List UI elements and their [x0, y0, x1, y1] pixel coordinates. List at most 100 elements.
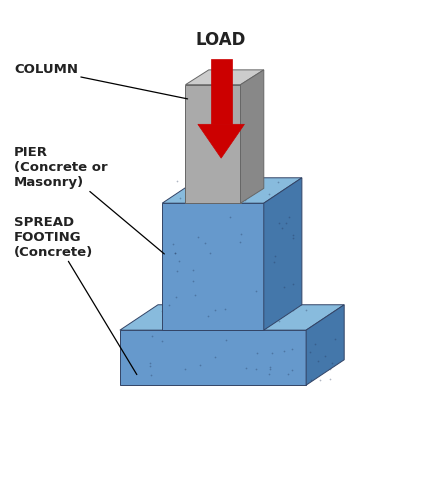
Point — [212, 353, 219, 361]
Point — [283, 219, 290, 227]
Point — [317, 377, 324, 384]
Point — [311, 340, 318, 348]
Point — [321, 352, 328, 360]
Point — [242, 195, 248, 203]
Point — [186, 190, 193, 197]
Point — [253, 287, 259, 295]
Point — [252, 365, 259, 373]
Point — [227, 213, 233, 221]
Point — [234, 184, 241, 192]
Polygon shape — [162, 203, 264, 330]
Point — [147, 362, 153, 370]
Polygon shape — [306, 305, 344, 385]
Point — [237, 230, 244, 238]
Point — [290, 231, 296, 239]
Point — [149, 332, 155, 340]
Point — [266, 190, 273, 197]
Point — [269, 349, 276, 356]
Point — [172, 249, 178, 257]
Point — [266, 370, 273, 378]
Polygon shape — [120, 330, 306, 385]
Polygon shape — [210, 59, 232, 124]
Point — [329, 359, 336, 367]
Point — [307, 348, 314, 355]
Point — [173, 293, 180, 300]
Polygon shape — [198, 124, 245, 158]
Point — [206, 249, 213, 257]
Point — [181, 365, 188, 373]
Point — [267, 363, 273, 371]
Point — [327, 375, 334, 383]
Point — [166, 301, 173, 309]
Point — [206, 191, 213, 199]
Polygon shape — [185, 70, 264, 84]
Point — [188, 314, 195, 322]
Point — [276, 219, 282, 227]
Point — [279, 307, 286, 315]
Point — [172, 249, 178, 257]
Point — [276, 317, 282, 325]
Point — [272, 252, 279, 260]
Point — [248, 318, 255, 326]
Point — [170, 240, 177, 247]
Point — [213, 312, 219, 320]
Point — [181, 305, 188, 313]
Point — [174, 177, 181, 185]
Point — [205, 178, 212, 186]
Point — [314, 357, 321, 365]
Point — [192, 291, 199, 299]
Point — [213, 306, 220, 314]
Point — [205, 312, 212, 320]
Point — [270, 315, 276, 323]
Point — [190, 267, 197, 274]
Point — [197, 361, 204, 369]
Point — [216, 315, 223, 323]
Point — [148, 371, 155, 379]
Point — [202, 185, 209, 193]
Point — [285, 370, 292, 378]
Polygon shape — [162, 178, 302, 203]
Point — [326, 365, 333, 373]
Polygon shape — [264, 178, 302, 330]
Point — [289, 366, 296, 374]
Point — [203, 187, 210, 195]
Point — [290, 279, 296, 287]
Point — [223, 193, 230, 201]
Point — [331, 335, 338, 343]
Point — [253, 349, 260, 357]
Point — [280, 283, 287, 291]
Point — [189, 277, 196, 285]
Point — [266, 365, 273, 373]
Point — [176, 257, 183, 265]
Point — [176, 194, 183, 202]
Point — [275, 178, 282, 186]
Point — [160, 308, 167, 316]
Text: PIER
(Concrete or
Masonry): PIER (Concrete or Masonry) — [14, 146, 164, 254]
Point — [174, 267, 181, 274]
Point — [223, 336, 230, 344]
Point — [159, 337, 166, 345]
Polygon shape — [120, 305, 344, 330]
Point — [289, 306, 296, 314]
Point — [271, 258, 277, 266]
Point — [219, 190, 226, 198]
Point — [290, 235, 297, 243]
Point — [195, 234, 201, 242]
Point — [242, 364, 249, 372]
Point — [212, 306, 219, 314]
Point — [222, 305, 229, 313]
Point — [289, 345, 296, 353]
Point — [147, 359, 154, 367]
Text: COLUMN: COLUMN — [14, 63, 187, 99]
Point — [159, 307, 166, 315]
Point — [279, 224, 285, 232]
Point — [303, 306, 310, 314]
Point — [237, 239, 244, 246]
Point — [280, 347, 287, 355]
Point — [237, 186, 244, 194]
Text: LOAD: LOAD — [196, 31, 246, 49]
Polygon shape — [241, 70, 264, 203]
Point — [285, 213, 292, 221]
Point — [308, 376, 315, 384]
Point — [253, 323, 260, 330]
